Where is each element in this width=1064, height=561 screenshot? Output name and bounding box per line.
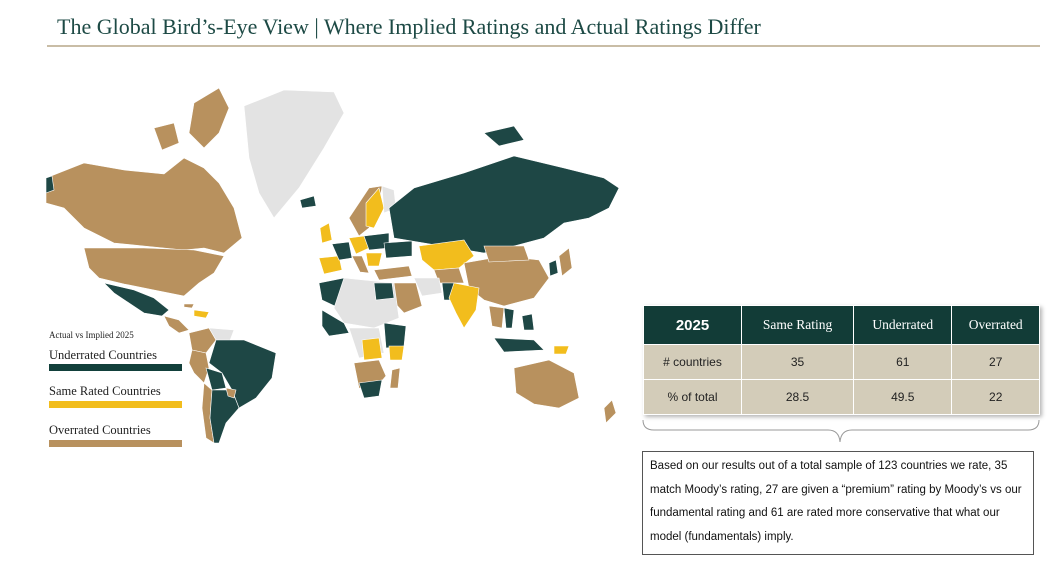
country-west-africa [321,309,350,337]
country-new-zealand [603,399,617,424]
country-png [553,345,570,355]
country-paraguay [225,387,237,399]
country-canada-islands-2 [153,122,180,151]
row-label-count: # countries [643,344,742,380]
country-egypt [373,282,395,301]
country-iceland [299,195,317,209]
table-row: % of total 28.5 49.5 22 [643,379,1040,415]
country-japan [558,247,573,277]
country-drc [361,337,383,361]
country-central-america [163,315,190,334]
cell-count-underrated: 61 [853,344,953,380]
table-brace [642,419,1040,443]
country-ukraine [383,240,413,259]
country-spain [318,255,343,275]
country-vietnam [503,307,515,329]
legend-heading: Actual vs Implied 2025 [49,330,134,340]
country-canada-islands [188,87,230,149]
legend-label-same: Same Rated Countries [49,384,161,398]
country-madagascar [389,367,401,389]
country-mexico [103,282,170,317]
country-italy [351,255,370,274]
country-se-asia [488,305,505,329]
country-kenya [388,345,405,361]
table-header-underrated: Underrated [853,305,953,345]
country-colombia [188,327,217,354]
country-uk [319,222,333,244]
country-south-africa [358,379,383,399]
country-balkans [365,252,383,267]
summary-note: Based on our results out of a total samp… [642,451,1034,555]
country-australia [513,359,580,409]
country-indonesia [493,337,545,353]
legend-swatch-overrated [49,440,182,447]
country-greenland [243,89,345,219]
ratings-summary-table: 2025 Same Rating Underrated Overrated # … [643,305,1040,415]
table-header-year: 2025 [643,305,742,345]
cell-pct-same: 28.5 [740,379,855,415]
legend-label-underrated: Underrated Countries [49,348,157,362]
cell-pct-underrated: 49.5 [853,379,953,415]
cell-count-same: 35 [740,344,855,380]
table-row: # countries 35 61 27 [643,344,1040,380]
country-argentina [209,389,240,444]
country-korea-japan [548,259,559,277]
country-russia-islands [483,125,525,147]
country-alaska-tip [45,175,55,194]
cell-pct-overrated: 22 [951,379,1040,415]
country-brazil [208,339,277,409]
legend-swatch-underrated [49,364,182,371]
country-france [331,241,353,261]
map-legend: Actual vs Implied 2025 Underrated Countr… [49,330,184,447]
country-russia [388,155,620,254]
cell-count-overrated: 27 [951,344,1040,380]
table-header-row: 2025 Same Rating Underrated Overrated [643,305,1040,345]
country-peru [188,349,210,384]
world-map [45,87,620,444]
page-title: The Global Bird’s-Eye View | Where Impli… [57,14,761,39]
country-canada [45,157,243,254]
country-caribbean [193,309,210,319]
country-philippines [521,313,535,331]
country-caribbean-2 [183,303,195,309]
country-india [448,282,480,329]
country-iran [413,277,443,297]
country-east-africa [383,322,407,349]
table-header-overrated: Overrated [951,305,1040,345]
country-usa [83,247,225,297]
title-divider [47,45,1040,47]
country-sweden [365,187,385,229]
legend-swatch-same [49,401,182,408]
country-turkey [373,265,413,281]
country-mongolia [483,245,530,263]
row-label-percent: % of total [643,379,742,415]
table-header-same: Same Rating [740,305,855,345]
legend-label-overrated: Overrated Countries [49,423,151,437]
